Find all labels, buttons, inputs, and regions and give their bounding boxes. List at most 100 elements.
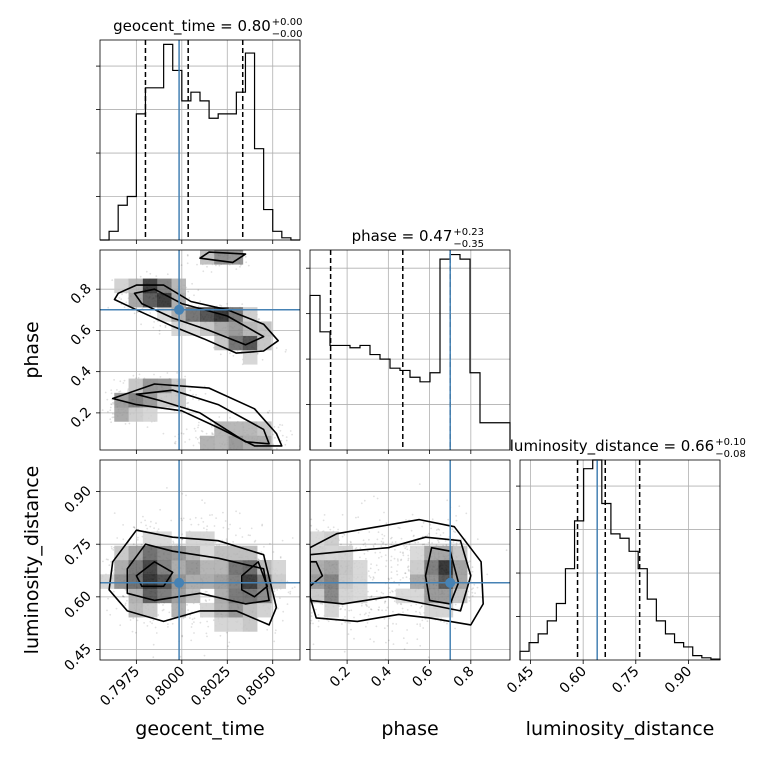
sample-point: [279, 423, 281, 426]
x-axis-label-phase: phase: [381, 718, 438, 740]
y-axis-label-phase: phase: [21, 321, 43, 378]
scatter-panel-geocent_time-vs-phase: [96, 249, 304, 455]
sample-point: [115, 607, 118, 610]
sample-point: [455, 515, 457, 517]
sample-point: [118, 297, 121, 299]
sample-point: [202, 521, 205, 523]
sample-point: [74, 531, 76, 533]
sample-point: [232, 354, 235, 357]
sample-point: [132, 543, 135, 546]
sample-point: [176, 372, 179, 374]
density-cell: [142, 602, 158, 618]
sample-point: [341, 513, 344, 516]
sample-point: [186, 254, 189, 256]
sample-point: [366, 550, 369, 552]
sample-point: [110, 421, 112, 424]
sample-point: [382, 541, 385, 544]
sample-point: [281, 539, 284, 542]
sample-point: [197, 426, 199, 429]
sample-point: [450, 541, 453, 544]
sample-point: [402, 552, 404, 555]
sample-point: [362, 539, 365, 542]
sample-point: [211, 514, 214, 516]
sample-point: [301, 448, 303, 450]
sample-point: [418, 611, 421, 614]
sample-point: [380, 555, 383, 558]
sample-point: [197, 289, 200, 291]
sample-point: [112, 403, 115, 405]
sample-point: [305, 542, 307, 544]
sample-point: [191, 618, 194, 621]
sample-point: [261, 523, 264, 526]
sample-point: [267, 412, 270, 414]
sample-point: [222, 511, 224, 514]
sample-point: [406, 548, 409, 551]
sample-point: [296, 564, 298, 566]
sample-point: [206, 525, 209, 528]
sample-point: [353, 616, 355, 619]
density-cell: [214, 335, 229, 351]
sample-point: [132, 526, 135, 528]
contour-level-3: [310, 561, 324, 588]
sample-point: [241, 536, 244, 538]
sample-point: [310, 612, 313, 614]
sample-point: [198, 399, 200, 402]
sample-point: [407, 570, 410, 572]
sample-point: [400, 558, 403, 561]
sample-point: [260, 450, 262, 452]
sample-point: [210, 426, 213, 428]
title-value: luminosity_distance = 0.66: [510, 437, 714, 456]
sample-point: [368, 538, 370, 541]
sample-point: [187, 290, 190, 293]
sample-point: [229, 416, 231, 419]
sample-point: [302, 430, 304, 432]
density-cell: [257, 602, 272, 618]
sample-point: [225, 538, 228, 540]
sample-point: [430, 527, 432, 530]
sample-point: [251, 453, 253, 455]
sample-point: [276, 447, 278, 450]
density-cell: [214, 321, 229, 337]
sample-point: [391, 663, 393, 665]
sample-point: [241, 303, 244, 305]
sample-point: [171, 622, 174, 625]
sample-point: [472, 587, 474, 589]
sample-point: [257, 558, 259, 560]
sample-point: [306, 587, 308, 589]
sample-point: [189, 617, 191, 619]
sample-point: [118, 390, 120, 393]
sample-point: [307, 581, 309, 583]
sample-point: [191, 282, 194, 285]
sample-point: [388, 639, 390, 642]
sample-point: [140, 521, 143, 524]
sample-point: [192, 444, 195, 447]
sample-point: [304, 574, 306, 576]
density-cell: [242, 574, 258, 589]
sample-point: [407, 565, 410, 568]
title-value: geocent_time = 0.80: [113, 17, 271, 36]
sample-point: [390, 536, 393, 539]
sample-point: [182, 517, 185, 520]
sample-point: [370, 608, 373, 611]
title-plus-error: +0.10: [715, 437, 746, 448]
density-cell: [228, 588, 244, 604]
x-tick-label: 0.60: [557, 664, 590, 697]
density-cell: [410, 574, 425, 589]
density-cell: [410, 588, 425, 604]
sample-point: [214, 541, 217, 544]
sample-point: [407, 566, 409, 569]
density-cell: [338, 588, 354, 604]
sample-point: [134, 631, 137, 634]
sample-point: [293, 586, 296, 588]
sample-point: [387, 577, 390, 580]
sample-point: [394, 541, 397, 543]
sample-point: [393, 600, 396, 603]
sample-point: [419, 613, 422, 616]
sample-point: [385, 522, 388, 525]
sample-point: [404, 572, 407, 575]
density-cell: [142, 574, 158, 589]
sample-point: [181, 519, 184, 522]
panel-title-luminosity_distance: luminosity_distance = 0.66: [510, 437, 714, 456]
sample-point: [174, 440, 177, 443]
sample-point: [152, 643, 155, 646]
